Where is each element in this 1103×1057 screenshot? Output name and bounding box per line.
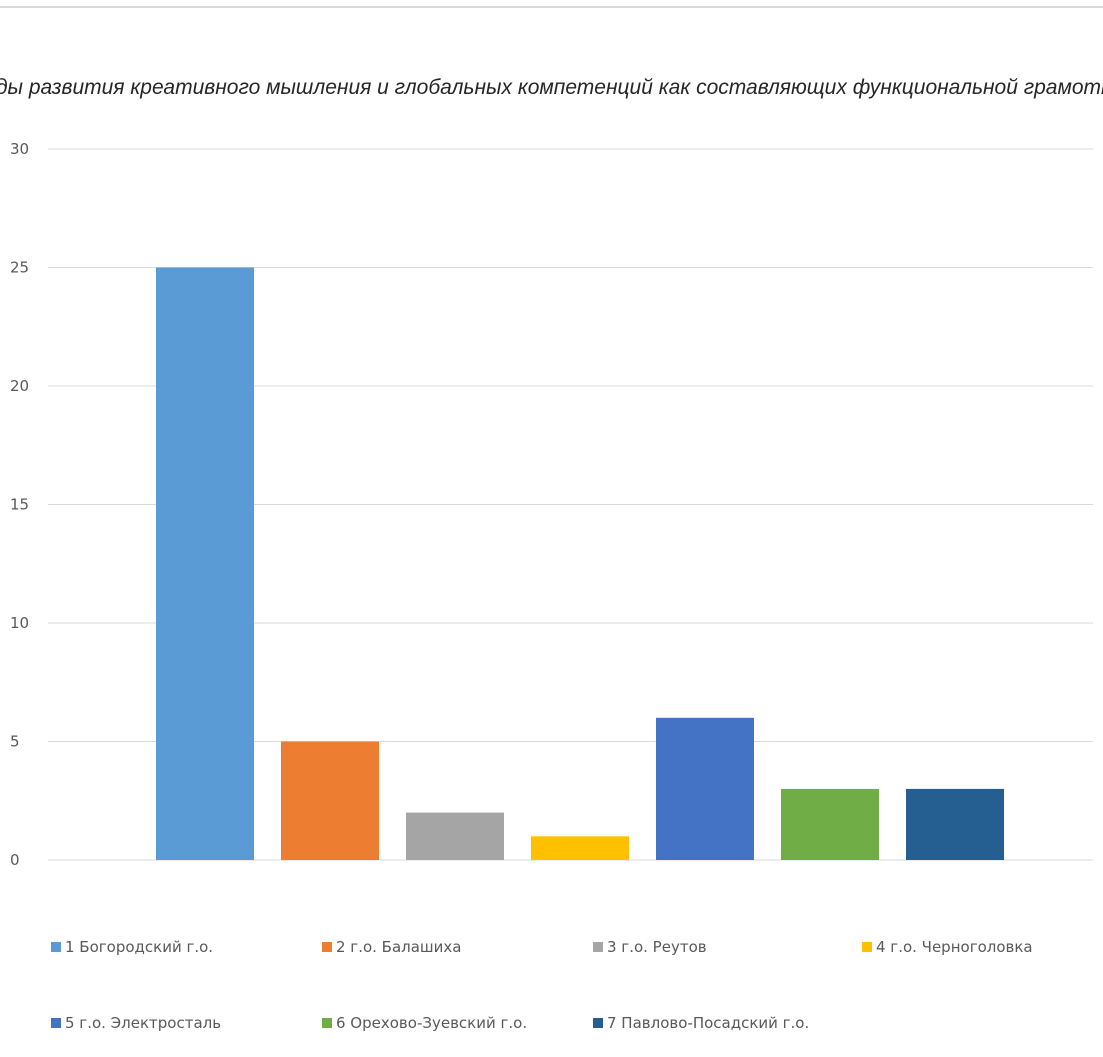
legend-swatch (322, 1018, 332, 1028)
legend: 1 Богородский г.о. 2 г.о. Балашиха 3 г.о. … (51, 938, 1033, 1032)
chart-title: «Методы развития креативного мышления и … (0, 76, 1103, 99)
y-tick-label: 15 (10, 496, 29, 514)
legend-label: 3 г.о. Реутов (607, 938, 707, 956)
legend-label: 2 г.о. Балашиха (336, 938, 461, 956)
legend-swatch (862, 942, 872, 952)
legend-label: 7 Павлово-Посадский г.о. (607, 1014, 809, 1032)
y-tick-label: 20 (10, 377, 29, 395)
legend-label: 5 г.о. Электросталь (65, 1014, 221, 1032)
bar-series-4 (531, 836, 629, 860)
bar-series-6 (781, 788, 879, 860)
bar-series-1 (156, 267, 254, 860)
legend-label: 4 г.о. Черноголовка (876, 938, 1033, 956)
y-tick-label: 10 (10, 614, 29, 632)
y-tick-label: 25 (10, 259, 29, 277)
top-divider (0, 6, 1103, 8)
y-tick-label: 0 (10, 851, 20, 869)
legend-swatch (51, 1018, 61, 1028)
legend-swatch (322, 942, 332, 952)
bar-series-3 (406, 812, 504, 860)
bars (156, 267, 1004, 860)
y-axis-ticks: 0 5 10 15 20 25 30 (10, 140, 29, 869)
legend-label: 1 Богородский г.о. (65, 938, 213, 956)
bar-series-5 (656, 717, 754, 860)
y-tick-label: 5 (10, 733, 20, 751)
legend-swatch (593, 1018, 603, 1028)
legend-swatch (593, 942, 603, 952)
y-tick-label: 30 (10, 140, 29, 158)
legend-swatch (51, 942, 61, 952)
bar-series-7 (906, 788, 1004, 860)
legend-label: 6 Орехово-Зуевский г.о. (336, 1014, 527, 1032)
bar-series-2 (281, 741, 379, 860)
